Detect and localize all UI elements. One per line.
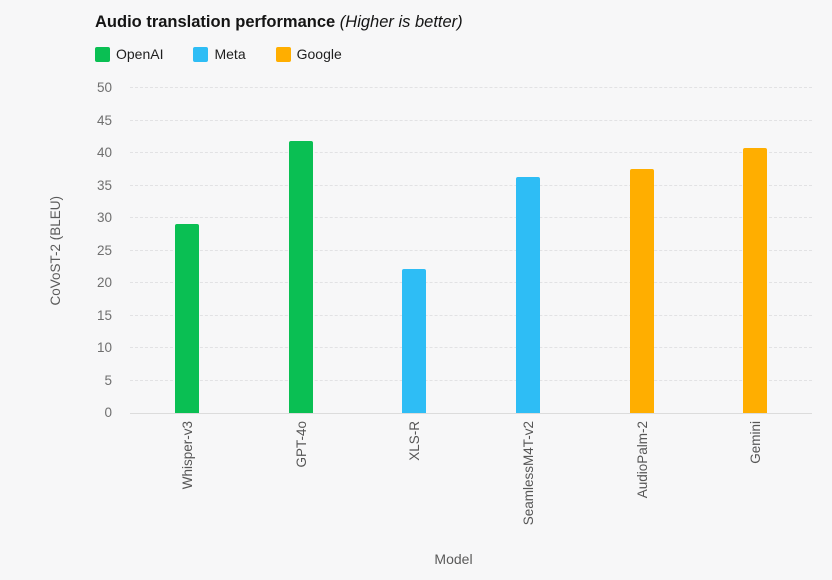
legend-label: Meta: [214, 46, 246, 62]
x-tick-label-whisper-v3: Whisper-v3: [179, 421, 195, 490]
legend-item-openai: OpenAI: [95, 46, 163, 62]
y-tick-label-35: 35: [96, 177, 112, 193]
gridline-y-10: [130, 347, 812, 348]
legend-label: Google: [296, 46, 342, 62]
y-tick-label-45: 45: [96, 112, 112, 128]
x-tick-label-audiopalm-2: AudioPalm-2: [634, 421, 650, 499]
x-axis-title: Model: [434, 551, 473, 567]
legend-swatch-google: [275, 46, 291, 62]
x-tick-label-seamlessm4t-v2: SeamlessM4T-v2: [520, 421, 536, 526]
gridline-y-50: [130, 87, 812, 88]
y-tick-label-50: 50: [96, 80, 112, 95]
gridline-y-15: [130, 314, 812, 316]
gridline-y-25: [130, 249, 812, 251]
plot-area: [130, 87, 812, 414]
chart-title-text: Audio translation performance: [95, 13, 336, 31]
chart-title-note: (Higher is better): [339, 13, 463, 31]
y-tick-label-25: 25: [96, 242, 112, 258]
y-tick-label-40: 40: [96, 145, 112, 160]
bar-gemini: [743, 147, 768, 413]
y-tick-label-10: 10: [96, 340, 112, 355]
bar-seamlessm4t-v2: [515, 177, 540, 413]
y-tick-label-5: 5: [104, 372, 112, 388]
x-tick-label-xls-r: XLS-R: [407, 421, 423, 461]
gridline-y-5: [130, 379, 812, 381]
y-tick-label-20: 20: [96, 275, 112, 290]
legend-label: OpenAI: [116, 46, 164, 62]
x-tick-label-gpt-4o: GPT-4o: [293, 421, 309, 468]
legend-swatch-meta: [193, 46, 209, 62]
gridline-y-30: [130, 217, 812, 218]
legend-item-meta: Meta: [193, 46, 246, 62]
legend: OpenAI Meta Google: [95, 46, 342, 62]
x-tick-label-gemini: Gemini: [748, 421, 764, 464]
legend-item-google: Google: [275, 46, 342, 62]
y-tick-label-15: 15: [96, 307, 112, 323]
gridline-y-45: [130, 119, 812, 121]
bar-xls-r: [402, 268, 427, 413]
bar-whisper-v3: [174, 223, 199, 413]
y-tick-label-30: 30: [96, 210, 112, 225]
bar-gpt-4o: [288, 141, 313, 413]
gridline-y-35: [130, 184, 812, 186]
y-tick-label-0: 0: [104, 405, 112, 420]
bar-audiopalm-2: [629, 168, 654, 413]
gridline-y-40: [130, 152, 812, 153]
legend-swatch-openai: [95, 46, 110, 62]
gridline-y-20: [130, 282, 812, 283]
chart-title: Audio translation performance (Higher is…: [95, 13, 463, 32]
